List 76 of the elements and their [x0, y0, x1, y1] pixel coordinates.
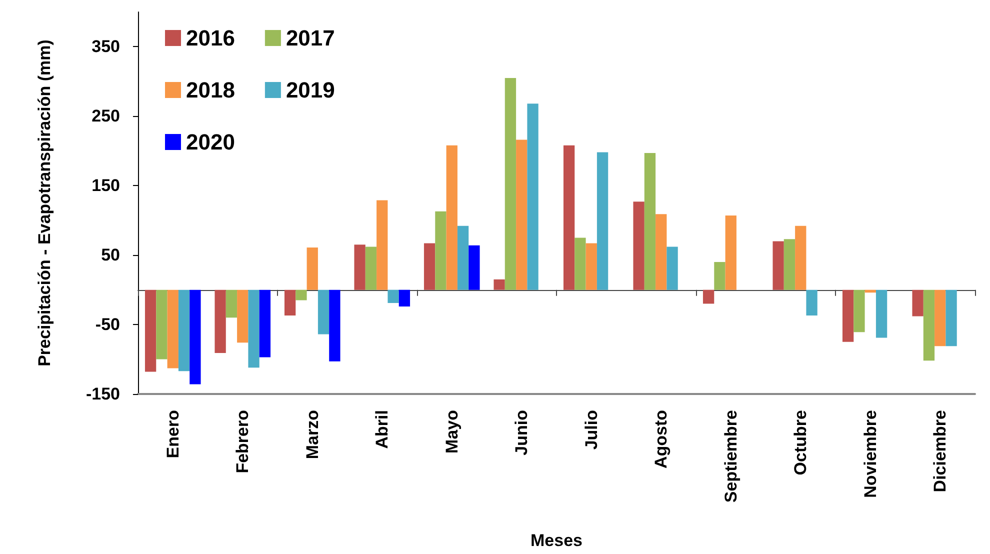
legend-label: 2017 — [286, 26, 335, 50]
bar — [190, 290, 201, 384]
bar — [237, 290, 248, 343]
bar — [596, 152, 608, 290]
bar — [435, 211, 446, 290]
bar — [784, 239, 796, 290]
bar — [156, 290, 168, 360]
bar — [563, 145, 575, 290]
bar — [876, 290, 888, 338]
legend-label: 2018 — [186, 78, 235, 102]
bar — [806, 290, 818, 316]
bar — [586, 243, 597, 290]
legend-label: 2016 — [186, 26, 235, 50]
bar — [946, 290, 957, 346]
x-tick-label: Mayo — [442, 410, 462, 454]
bar — [656, 214, 667, 290]
bar — [702, 290, 714, 304]
bar — [772, 241, 784, 290]
bar — [248, 290, 260, 368]
bar — [259, 290, 271, 358]
x-tick-label: Marzo — [302, 410, 322, 460]
bar — [644, 152, 656, 290]
legend-label: 2019 — [286, 78, 335, 102]
y-tick-label: 50 — [101, 246, 120, 265]
bar — [842, 290, 854, 342]
bar — [167, 290, 178, 368]
bar — [574, 238, 586, 290]
bar — [226, 290, 238, 318]
bar — [214, 290, 226, 354]
x-tick-label: Diciembre — [930, 410, 950, 492]
x-tick-label: Septiembre — [721, 410, 740, 503]
bar — [424, 243, 436, 290]
bar — [854, 290, 865, 332]
x-tick-label: Abril — [372, 410, 392, 449]
bar — [504, 78, 516, 290]
x-tick-label: Noviembre — [860, 410, 880, 498]
x-tick-label: Junio — [512, 410, 532, 456]
bar — [923, 290, 935, 361]
x-tick-label: Enero — [163, 410, 182, 458]
bar — [666, 246, 678, 290]
bar — [468, 245, 480, 290]
bar — [398, 290, 410, 306]
bar — [354, 244, 366, 290]
y-tick-label: 250 — [92, 106, 120, 126]
bar — [446, 145, 458, 290]
bar — [144, 290, 156, 372]
bar — [633, 202, 644, 290]
bar — [365, 246, 377, 290]
bar — [725, 216, 736, 290]
bar — [318, 290, 330, 334]
x-tick-label: Febrero — [233, 410, 252, 474]
bar — [527, 104, 538, 290]
y-axis-title: Precipitación - Evapotranspiración (mm) — [35, 40, 54, 366]
bar — [296, 290, 307, 300]
bar — [516, 140, 528, 290]
bar — [494, 279, 505, 290]
bar — [934, 290, 946, 346]
bar — [714, 262, 726, 290]
bar — [178, 290, 190, 372]
x-tick-label: Agosto — [652, 410, 671, 469]
bar — [284, 290, 296, 316]
bar — [329, 290, 340, 362]
x-tick-label: Julio — [582, 410, 601, 450]
y-tick-label: 150 — [92, 176, 120, 196]
bar — [376, 200, 388, 290]
y-tick-label: -50 — [95, 315, 120, 334]
bar — [388, 290, 399, 304]
bar — [795, 226, 806, 290]
y-tick-label: 350 — [92, 37, 120, 56]
bar — [306, 247, 318, 290]
x-axis-title: Meses — [530, 531, 582, 550]
x-tick-label: Octubre — [791, 410, 810, 476]
bar — [912, 290, 924, 316]
y-tick-label: -150 — [86, 384, 120, 404]
bar — [457, 226, 469, 290]
legend-label: 2020 — [186, 130, 235, 154]
